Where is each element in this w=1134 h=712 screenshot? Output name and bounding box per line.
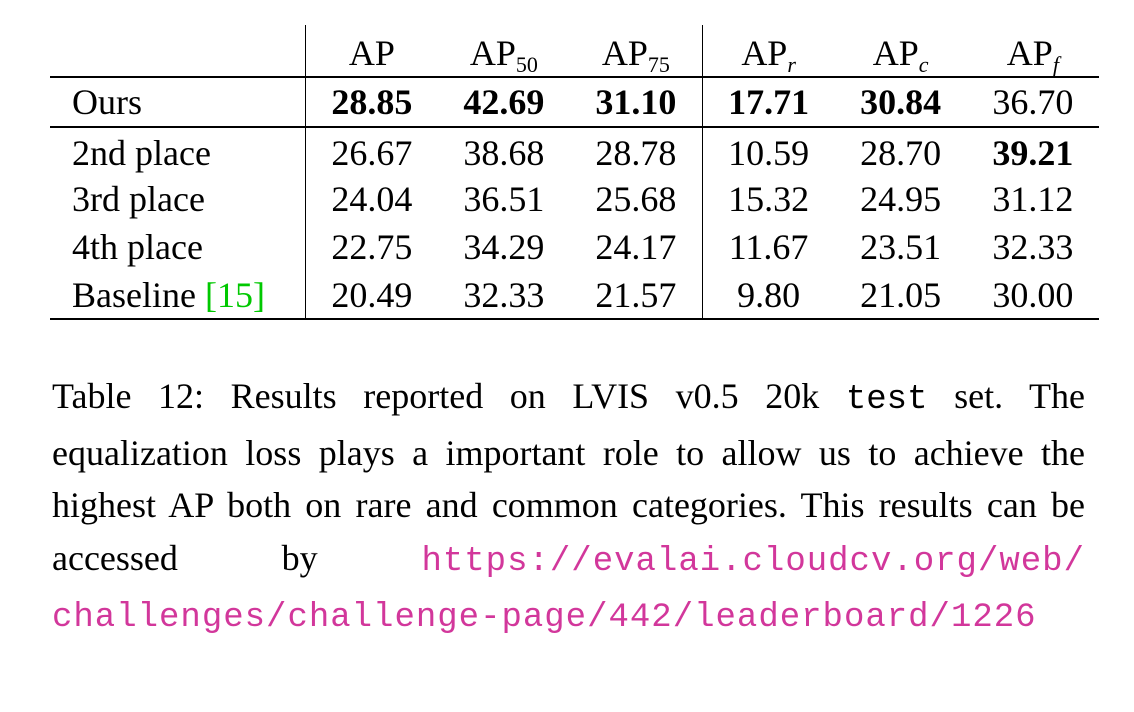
table-cell: 34.29 [463, 227, 545, 267]
header-row: AP AP50 AP75 APr APc APf [50, 25, 1099, 78]
table-cell: 31.12 [992, 179, 1074, 219]
table-cell: 32.33 [992, 227, 1074, 267]
table-cell: 15.32 [701, 175, 835, 223]
leaderboard-url-link[interactable]: https://evalai.cloudcv.org/web/challenge… [52, 542, 1085, 638]
results-table: AP AP50 AP75 APr APc APf Ours 28.85 42.6… [50, 25, 1099, 320]
table-cell: 28.85 [304, 77, 438, 128]
header-empty-cell [50, 25, 306, 78]
table-cell: 25.68 [595, 179, 677, 219]
row-name-text: Baseline [72, 274, 205, 315]
table-cell: 38.68 [463, 133, 545, 173]
header-apf: APf [966, 25, 1099, 78]
row-name: 4th place [72, 227, 203, 267]
row-name: Baseline [15] [50, 271, 306, 320]
table-cell: 26.67 [304, 127, 438, 175]
table-cell: 24.95 [860, 179, 942, 219]
row-name: Ours [50, 77, 306, 128]
table-cell: 20.49 [304, 271, 438, 320]
table-cell: 42.69 [437, 77, 570, 128]
table-row: 2nd place 26.67 38.68 28.78 10.59 28.70 … [50, 127, 1099, 175]
table-cell: 32.33 [437, 271, 570, 320]
header-ap75: AP75 [569, 25, 703, 78]
table-caption: Table 12: Results reported on LVIS v0.5 … [52, 370, 1085, 645]
table-row: Baseline [15] 20.49 32.33 21.57 9.80 21.… [50, 271, 1099, 320]
citation-link[interactable]: [15] [204, 274, 265, 315]
header-ap: AP [304, 25, 438, 78]
table-cell: 30.84 [834, 77, 967, 128]
table-cell: 30.00 [966, 271, 1099, 320]
table-row: 4th place 22.75 34.29 24.17 11.67 23.51 … [50, 223, 1099, 271]
table-cell: 36.51 [463, 179, 545, 219]
caption-text-before: Results reported on LVIS v0.5 20k [204, 376, 846, 416]
caption-label: Table 12: [52, 376, 205, 416]
header-apr: APr [701, 25, 835, 78]
row-name: 3rd place [72, 179, 205, 219]
caption-text-after: set. The equalization loss plays a impor… [52, 376, 1086, 578]
table-row: Ours 28.85 42.69 31.10 17.71 30.84 36.70 [50, 77, 1099, 128]
table-cell: 22.75 [304, 223, 438, 271]
table-cell: 28.78 [595, 133, 677, 173]
table-cell: 17.71 [701, 77, 835, 128]
header-apc: APc [834, 25, 967, 78]
table-cell: 21.05 [834, 271, 967, 320]
table-cell: 23.51 [860, 227, 942, 267]
table-cell: 31.10 [569, 77, 703, 128]
header-ap50: AP50 [437, 25, 570, 78]
table-cell: 9.80 [701, 271, 835, 320]
row-name: 2nd place [72, 133, 211, 173]
table-cell: 21.57 [569, 271, 703, 320]
table-cell: 39.21 [992, 133, 1074, 173]
table-cell: 10.59 [701, 127, 835, 175]
table-row: 3rd place 24.04 36.51 25.68 15.32 24.95 … [50, 175, 1099, 223]
table-cell: 28.70 [860, 133, 942, 173]
table-cell: 11.67 [701, 223, 835, 271]
table-cell: 24.04 [304, 175, 438, 223]
table-cell: 36.70 [966, 77, 1099, 128]
caption-mono-word: test [845, 381, 928, 419]
table-cell: 24.17 [595, 227, 677, 267]
